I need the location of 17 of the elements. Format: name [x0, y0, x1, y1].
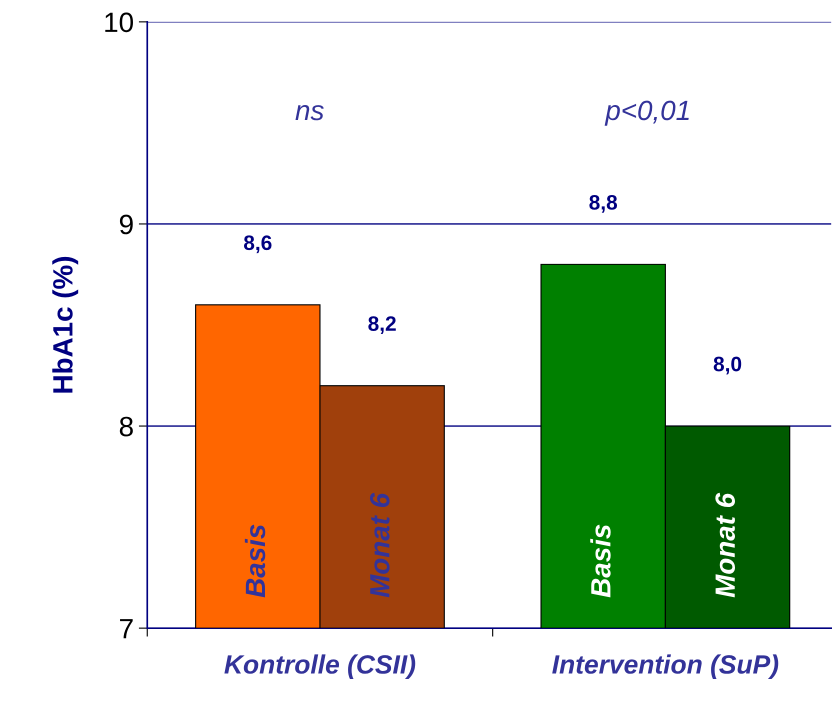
y-tick-label: 9 — [120, 214, 133, 234]
data-label: 8,8 — [589, 194, 618, 213]
data-label: 8,2 — [368, 316, 396, 334]
data-label: 8,6 — [244, 235, 272, 254]
y-tick-label: 10 — [105, 12, 133, 32]
data-label: 8,0 — [714, 356, 742, 374]
text: Basis — [590, 524, 611, 598]
text: Monat 6 — [715, 492, 736, 598]
x-tick-label: Intervention (SuP) — [552, 654, 778, 680]
series-label: Monat 6 — [370, 492, 390, 598]
x-tick-label: Kontrolle (CSII) — [224, 654, 416, 680]
annotation: p<0,01 — [604, 100, 689, 126]
y-axis-title: HbA1c (%) — [52, 256, 78, 393]
y-tick-label: 7 — [120, 619, 133, 638]
annotation: ns — [295, 105, 324, 120]
y-tick-label: 8 — [120, 416, 133, 436]
series-label: Basis — [244, 524, 266, 598]
